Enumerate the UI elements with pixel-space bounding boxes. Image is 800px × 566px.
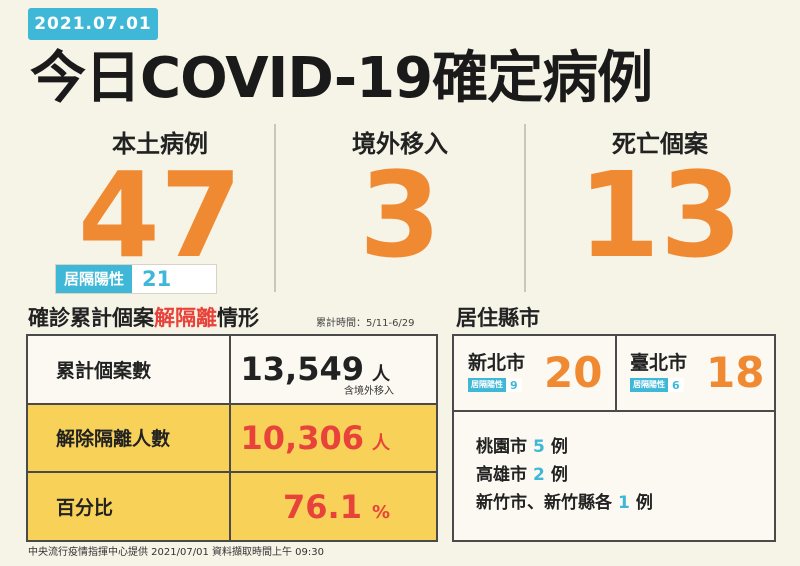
released-unit: 人 bbox=[372, 432, 390, 454]
city-count: 5 bbox=[533, 437, 545, 457]
period-note: 累計時間：5/11-6/29 bbox=[316, 318, 415, 329]
local-cases-label: 本土病例 bbox=[112, 130, 208, 158]
percentage-unit: % bbox=[371, 501, 390, 523]
cumulative-cases-note: 含境外移入 bbox=[344, 385, 394, 397]
cumulative-cases-cell: 13,549 人 含境外移入 bbox=[229, 334, 438, 405]
list-item: 高雄市 2 例 bbox=[476, 460, 568, 485]
date-badge: 2021.07.01 bbox=[28, 8, 158, 40]
cumulative-section-title: 確診累計個案解隔離情形 bbox=[28, 302, 259, 332]
quarantine-positive-value: 21 bbox=[142, 267, 172, 291]
cumulative-cases-unit: 人 bbox=[372, 364, 390, 386]
city-name-taipei: 臺北市 bbox=[630, 352, 688, 374]
cumulative-title-part2: 情形 bbox=[217, 306, 259, 330]
imported-cases-label: 境外移入 bbox=[352, 130, 448, 158]
residence-box bbox=[452, 334, 776, 542]
city-name: 高雄市 bbox=[476, 465, 527, 485]
cumulative-table: 累計個案數 13,549 人 含境外移入 解除隔離人數 10,306 人 百分比 7… bbox=[26, 334, 438, 542]
city-quarantine-badge: 居隔陽性 6 bbox=[630, 378, 684, 392]
city-quarantine-badge: 居隔陽性 9 bbox=[468, 378, 522, 392]
quarantine-positive-label: 居隔陽性 bbox=[56, 265, 133, 293]
residence-section-title: 居住縣市 bbox=[456, 306, 540, 330]
city-unit: 例 bbox=[635, 493, 653, 513]
page-title: 今日COVID-19確定病例 bbox=[30, 46, 653, 111]
cumulative-cases-value: 13,549 bbox=[240, 350, 364, 389]
percentage-label: 百分比 bbox=[26, 471, 231, 542]
city-name-new-taipei: 新北市 bbox=[468, 352, 526, 374]
divider bbox=[454, 410, 774, 412]
city-count-new-taipei: 20 bbox=[544, 348, 603, 397]
list-item: 桃園市 5 例 bbox=[476, 432, 568, 457]
released-value: 10,306 bbox=[240, 418, 364, 457]
imported-cases-value: 3 bbox=[358, 146, 442, 284]
city-quarantine-label: 居隔陽性 bbox=[468, 378, 506, 392]
divider bbox=[274, 124, 276, 292]
city-count-taipei: 18 bbox=[706, 348, 765, 397]
percentage-cell: 76.1% bbox=[229, 471, 438, 542]
city-unit: 例 bbox=[550, 465, 568, 485]
deaths-value: 13 bbox=[577, 146, 743, 284]
quarantine-positive-badge: 居隔陽性 21 bbox=[55, 264, 217, 294]
table-row: 百分比 76.1% bbox=[26, 471, 438, 542]
city-unit: 例 bbox=[550, 437, 568, 457]
percentage-value: 76.1 bbox=[283, 487, 362, 526]
city-quarantine-value: 9 bbox=[510, 378, 518, 392]
table-row: 累計個案數 13,549 人 含境外移入 bbox=[26, 334, 438, 405]
list-item: 新竹市、新竹縣各 1 例 bbox=[476, 488, 653, 513]
cumulative-cases-label: 累計個案數 bbox=[26, 334, 231, 405]
released-cell: 10,306 人 bbox=[229, 402, 438, 474]
city-count: 2 bbox=[533, 465, 545, 485]
footer-source: 中央流行疫情指揮中心提供 2021/07/01 資料擷取時間上午 09:30 bbox=[28, 547, 324, 558]
city-quarantine-value: 6 bbox=[672, 378, 680, 392]
table-row: 解除隔離人數 10,306 人 bbox=[26, 402, 438, 474]
local-cases-value: 47 bbox=[77, 146, 243, 284]
city-quarantine-label: 居隔陽性 bbox=[630, 378, 668, 392]
cumulative-title-part1: 確診累計個案 bbox=[28, 306, 154, 330]
deaths-label: 死亡個案 bbox=[612, 130, 708, 158]
divider bbox=[615, 336, 617, 410]
released-label: 解除隔離人數 bbox=[26, 402, 231, 474]
city-name: 新竹市、新竹縣各 bbox=[476, 493, 612, 513]
cumulative-title-highlight: 解隔離 bbox=[154, 306, 217, 330]
city-count: 1 bbox=[618, 493, 630, 513]
divider bbox=[524, 124, 526, 292]
city-name: 桃園市 bbox=[476, 437, 527, 457]
